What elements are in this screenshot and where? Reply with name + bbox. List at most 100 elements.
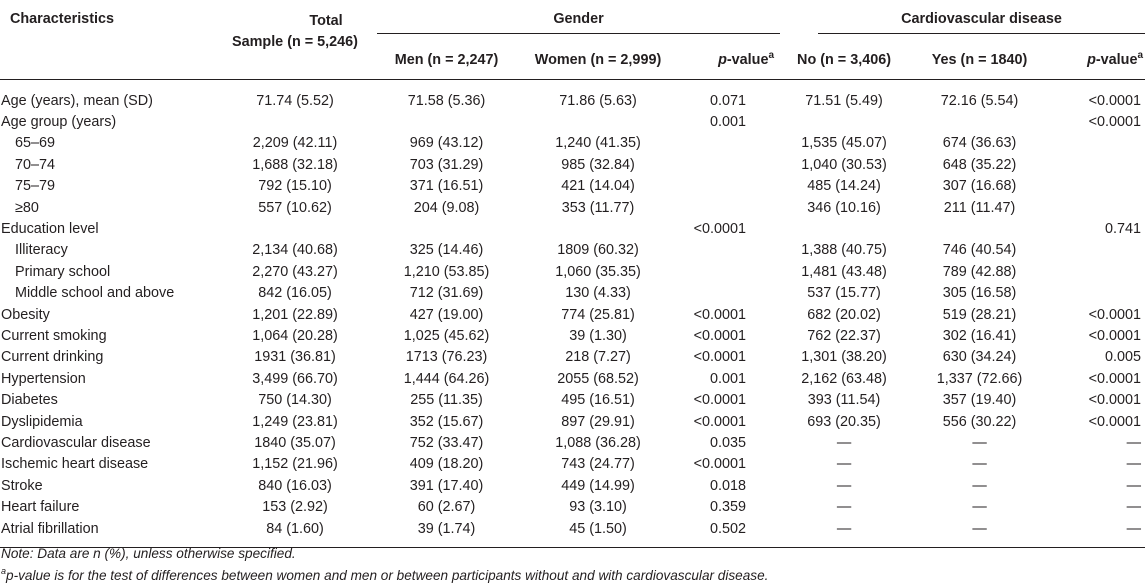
cell-no: 2,162 (63.48)	[801, 370, 887, 387]
cell-p1	[678, 154, 780, 175]
cell-total: 71.74 (5.52)	[256, 92, 334, 109]
cell-p2: <0.0001	[1088, 413, 1142, 430]
cell-p1: <0.0001	[693, 456, 747, 473]
cell-men: 427 (19.00)	[409, 306, 484, 323]
cell-p2: —	[1126, 434, 1142, 451]
cell-label: Current smoking	[1, 327, 107, 344]
cell-men: 371 (16.51)	[409, 178, 484, 195]
cell-men: 325 (14.46)	[409, 242, 484, 259]
cell-p2: <0.0001	[1088, 392, 1142, 409]
cell-total: 1931 (36.81)	[254, 349, 336, 366]
table-row: Current drinking 1931 (36.81) 1713 (76.23)…	[0, 347, 1145, 368]
cell-p2	[1051, 197, 1145, 218]
table-row: Obesity 1,201 (22.89) 427 (19.00) 774 (25.8…	[0, 304, 1145, 325]
table-row: Cardiovascular disease 1840 (35.07) 752 (3…	[0, 432, 1145, 453]
cell-label: Heart failure	[1, 499, 80, 516]
cell-total: 842 (16.05)	[258, 285, 332, 302]
cell-yes: 648 (35.22)	[942, 156, 1017, 173]
cell-women: 1,240 (41.35)	[555, 135, 641, 152]
cell-label: Education level	[1, 221, 99, 238]
cell-women: 2055 (68.52)	[557, 370, 639, 387]
cell-women: 353 (11.77)	[561, 199, 635, 216]
cell-p1: <0.0001	[693, 392, 747, 409]
table-header: Characteristics Total Sample (n = 5,246)…	[0, 2, 1145, 80]
cell-no: —	[836, 456, 852, 473]
cell-label: Ischemic heart disease	[1, 456, 149, 473]
cell-label: Middle school and above	[15, 285, 175, 302]
cell-label: Age (years), mean (SD)	[1, 92, 153, 109]
cell-p2: 0.741	[1105, 221, 1142, 238]
cell-total: 1,249 (23.81)	[252, 413, 338, 430]
header-no-cvd: No (n = 3,406)	[780, 39, 909, 80]
cell-yes: 305 (16.58)	[942, 285, 1017, 302]
table-row: Primary school 2,270 (43.27) 1,210 (53.85)…	[0, 261, 1145, 282]
cell-yes: 211 (11.47)	[943, 199, 1016, 216]
cell-total: 750 (14.30)	[258, 392, 332, 409]
cell-yes: 674 (36.63)	[942, 135, 1017, 152]
cell-no: 1,040 (30.53)	[801, 156, 887, 173]
table-notes: Note: Data are n (%), unless otherwise s…	[1, 543, 1141, 587]
cell-women: 1,060 (35.35)	[555, 263, 641, 280]
cell-women: 449 (14.99)	[561, 477, 635, 494]
table-row: Age (years), mean (SD) 71.74 (5.52) 71.58 …	[0, 80, 1145, 112]
cell-yes: 556 (30.22)	[942, 413, 1017, 430]
cell-men: 752 (33.47)	[409, 434, 484, 451]
cell-yes: 72.16 (5.54)	[940, 92, 1019, 109]
cell-women	[518, 111, 678, 132]
cell-total: 792 (15.10)	[258, 178, 332, 195]
cell-men: 969 (43.12)	[409, 135, 484, 152]
cell-label: Primary school	[15, 263, 111, 280]
cell-men	[375, 218, 518, 239]
note-data-format: Note: Data are n (%), unless otherwise s…	[1, 546, 296, 561]
cell-yes: —	[908, 517, 1052, 549]
cell-total: 1,688 (32.18)	[252, 156, 338, 173]
header-cvd-group: Cardiovascular disease	[780, 2, 1145, 39]
cell-men: 204 (9.08)	[413, 199, 480, 216]
table-row: Hypertension 3,499 (66.70) 1,444 (64.26) 20…	[0, 368, 1145, 389]
cell-yes: —	[972, 477, 987, 494]
cell-no: 693 (20.35)	[807, 413, 881, 430]
characteristics-table: Characteristics Total Sample (n = 5,246)…	[0, 2, 1145, 549]
cell-label: 65–69	[15, 135, 56, 152]
header-characteristics: Characteristics	[0, 2, 215, 80]
cell-p2: <0.0001	[1088, 327, 1142, 344]
cell-p1: 0.001	[710, 114, 747, 131]
cell-label: 70–74	[15, 156, 56, 173]
cell-men: 255 (11.35)	[410, 392, 483, 409]
cell-p1: <0.0001	[693, 327, 747, 344]
cell-label: ≥80	[15, 199, 39, 216]
cell-yes: 789 (42.88)	[942, 263, 1017, 280]
cell-p1: <0.0001	[693, 306, 747, 323]
header-total-line2: Sample (n = 5,246)	[232, 34, 358, 50]
cell-yes: 307 (16.68)	[942, 178, 1017, 195]
table-row: Illiteracy 2,134 (40.68) 325 (14.46) 1809 (…	[0, 240, 1145, 261]
cell-p1: 0.502	[678, 517, 781, 549]
cell-no: 682 (20.02)	[807, 306, 881, 323]
cell-total: 1,152 (21.96)	[252, 456, 338, 473]
cell-p1: <0.0001	[693, 221, 747, 238]
cell-p1	[678, 261, 780, 282]
header-total-line1: Total	[309, 13, 343, 29]
cell-p1: 0.001	[710, 370, 747, 387]
cell-label: Illiteracy	[15, 242, 68, 259]
cell-label: Cardiovascular disease	[1, 434, 151, 451]
table-row: Age group (years) 0.001 <0.0001	[0, 111, 1145, 132]
cell-men: 703 (31.29)	[409, 156, 484, 173]
cell-men: 712 (31.69)	[409, 285, 484, 302]
cell-p1: 0.018	[710, 477, 747, 494]
cell-no: 1,481 (43.48)	[801, 263, 887, 280]
cell-label: Age group (years)	[1, 114, 117, 131]
table-row: Diabetes 750 (14.30) 255 (11.35) 495 (16.51…	[0, 389, 1145, 410]
cell-total: 2,209 (42.11)	[252, 135, 338, 152]
table-row: Education level <0.0001 0.741	[0, 218, 1145, 239]
cell-label: Current drinking	[1, 349, 104, 366]
cell-total	[215, 218, 375, 239]
table-row: Ischemic heart disease 1,152 (21.96) 409 (…	[0, 454, 1145, 475]
cell-total: 557 (10.62)	[258, 199, 332, 216]
cell-p2	[1051, 283, 1145, 304]
cell-yes	[908, 111, 1051, 132]
cell-p2	[1051, 240, 1145, 261]
cell-no: —	[780, 517, 909, 549]
cell-women: 39 (1.30)	[569, 327, 627, 344]
cell-no: —	[836, 434, 852, 451]
